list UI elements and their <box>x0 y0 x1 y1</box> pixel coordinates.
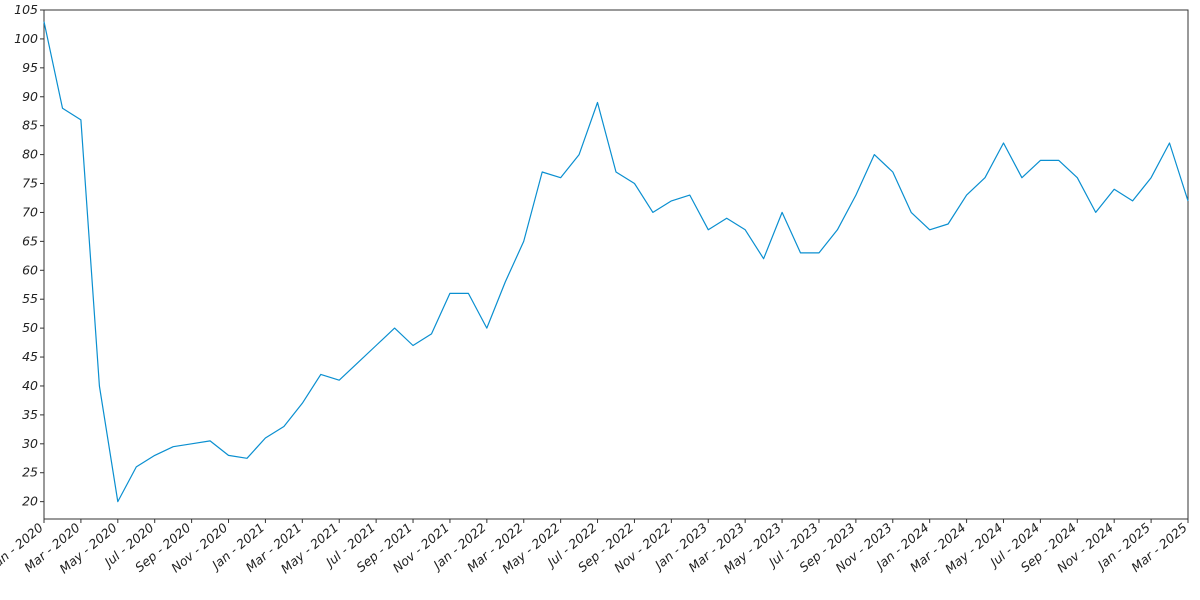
price-line <box>43 21 1189 503</box>
y-tick-label: 85 <box>22 118 38 133</box>
y-tick-label: 45 <box>22 349 38 364</box>
y-tick-label: 75 <box>22 176 38 191</box>
y-tick-label: 90 <box>22 89 38 104</box>
y-tick-label: 100 <box>14 31 38 46</box>
y-tick-label: 70 <box>22 204 38 219</box>
y-tick-label: 95 <box>22 60 38 75</box>
y-tick-label: 25 <box>22 465 38 480</box>
plot-frame <box>43 9 1189 520</box>
y-tick-label: 40 <box>22 378 38 393</box>
y-tick-label: 35 <box>22 407 38 422</box>
y-tick-label: 80 <box>22 147 38 162</box>
y-tick-label: 55 <box>22 291 38 306</box>
y-tick-label: 65 <box>22 233 38 248</box>
y-tick-label: 30 <box>22 436 38 451</box>
y-tick-label: 50 <box>22 320 38 335</box>
y-tick-label: 105 <box>14 2 38 17</box>
y-tick-label: 60 <box>22 262 38 277</box>
y-tick-label: 20 <box>22 494 38 509</box>
